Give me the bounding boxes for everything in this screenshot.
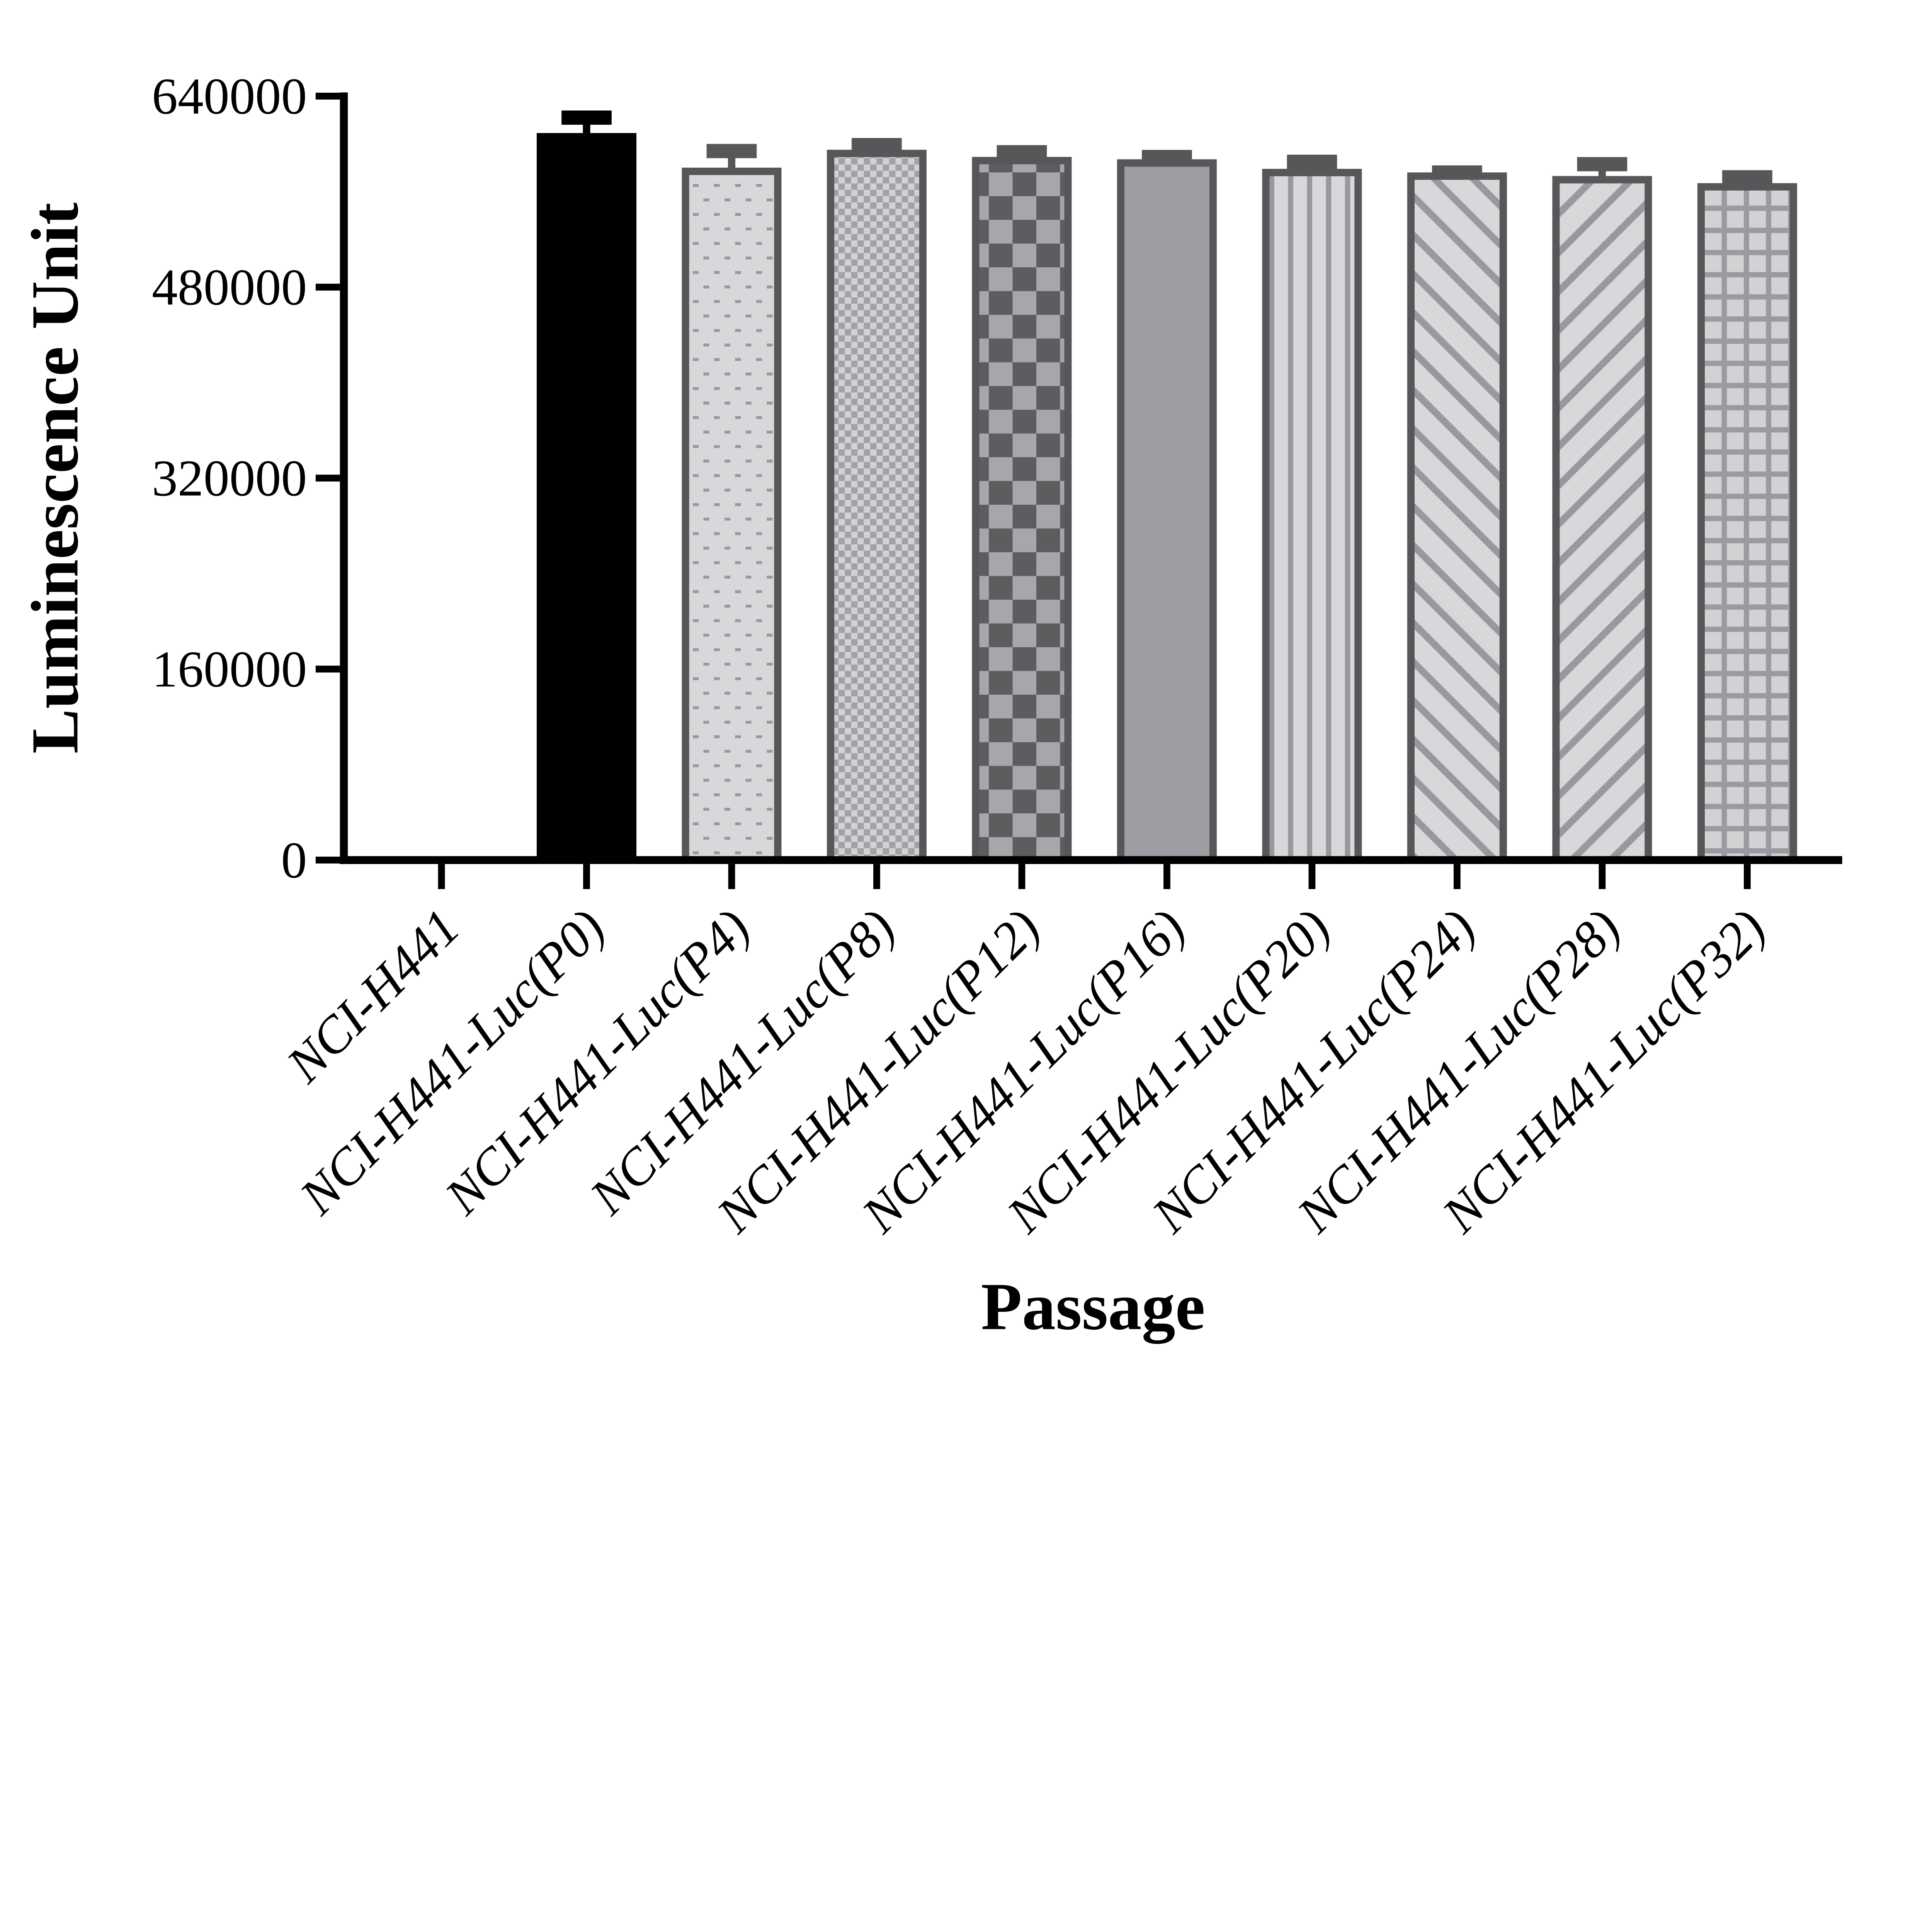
error-bar-cap-NCI-H441-Luc(P28) [1577, 157, 1628, 172]
bar-NCI-H441-Luc(P20) [1262, 168, 1362, 864]
x-tick-NCI-H441-Luc(P8) [873, 864, 880, 889]
y-tick-label-640000: 640000 [152, 68, 307, 125]
x-tick-NCI-H441-Luc(P28) [1599, 864, 1606, 889]
y-axis-title: Luminescence Unit [17, 202, 92, 753]
error-bar-cap-NCI-H441-Luc(P20) [1287, 155, 1337, 169]
y-tick-160000 [315, 665, 340, 673]
x-axis-line [340, 856, 1842, 864]
bar-group-NCI-H441-Luc(P4) [682, 144, 782, 864]
bar-NCI-H441-Luc(P12) [972, 157, 1072, 864]
error-bar-cap-NCI-H441-Luc(P24) [1432, 165, 1482, 180]
x-tick-NCI-H441-Luc(P24) [1454, 864, 1461, 889]
error-bar-cap-NCI-H441-Luc(P32) [1722, 170, 1772, 185]
x-tick-NCI-H441-Luc(P12) [1018, 864, 1026, 889]
luminescence-bar-chart-figure: 0 160000 320000 480000 640000 NCI-H441 NCI-H44… [15, 6, 1932, 1366]
y-tick-label-480000: 480000 [152, 259, 307, 316]
y-tick-label-160000: 160000 [152, 641, 307, 698]
bar-group-NCI-H441-Luc(P28) [1552, 157, 1652, 864]
error-bar-cap-NCI-H441-Luc(P12) [997, 145, 1047, 160]
error-bar-cap-NCI-H441-Luc(P8) [852, 138, 902, 152]
bar-NCI-H441-Luc(P32) [1697, 183, 1797, 864]
bar-NCI-H441-Luc(P8) [827, 150, 927, 864]
x-tick-NCI-H441 [438, 864, 445, 889]
bar-NCI-H441-Luc(P4) [682, 167, 782, 864]
error-bar-cap-NCI-H441-Luc(P4) [706, 144, 757, 158]
y-axis-line [340, 92, 348, 864]
bar-group-NCI-H441-Luc(P12) [972, 145, 1072, 864]
y-tick-label-320000: 320000 [152, 449, 307, 507]
error-bar-cap-NCI-H441-Luc(P0) [561, 110, 612, 125]
x-tick-NCI-H441-Luc(P16) [1163, 864, 1170, 889]
x-tick-NCI-H441-Luc(P4) [728, 864, 735, 889]
error-bar-cap-NCI-H441-Luc(P16) [1142, 150, 1192, 164]
x-tick-NCI-H441-Luc(P0) [583, 864, 590, 889]
y-tick-640000 [315, 92, 340, 100]
bar-NCI-H441-Luc(P28) [1552, 176, 1652, 864]
bar-group-NCI-H441-Luc(P16) [1117, 150, 1217, 864]
x-tick-NCI-H441-Luc(P32) [1743, 864, 1751, 889]
y-tick-320000 [315, 474, 340, 482]
y-tick-label-0: 0 [281, 832, 307, 889]
bar-NCI-H441-Luc(P24) [1407, 172, 1507, 864]
y-tick-0 [315, 856, 340, 864]
bar-group-NCI-H441-Luc(P8) [827, 138, 927, 864]
x-axis-title: Passage [981, 1269, 1205, 1344]
y-tick-480000 [315, 284, 340, 291]
bar-chart-canvas: 0160000320000480000640000NCI-H441NCI-H44… [15, 6, 1932, 1366]
bar-NCI-H441-Luc(P0) [536, 133, 637, 864]
x-tick-NCI-H441-Luc(P20) [1308, 864, 1316, 889]
bar-group-NCI-H441-Luc(P20) [1262, 155, 1362, 864]
bar-group-NCI-H441-Luc(P24) [1407, 165, 1507, 864]
bar-group-NCI-H441-Luc(P32) [1697, 170, 1797, 864]
bar-group-NCI-H441-Luc(P0) [536, 110, 637, 864]
bar-NCI-H441-Luc(P16) [1117, 159, 1217, 864]
